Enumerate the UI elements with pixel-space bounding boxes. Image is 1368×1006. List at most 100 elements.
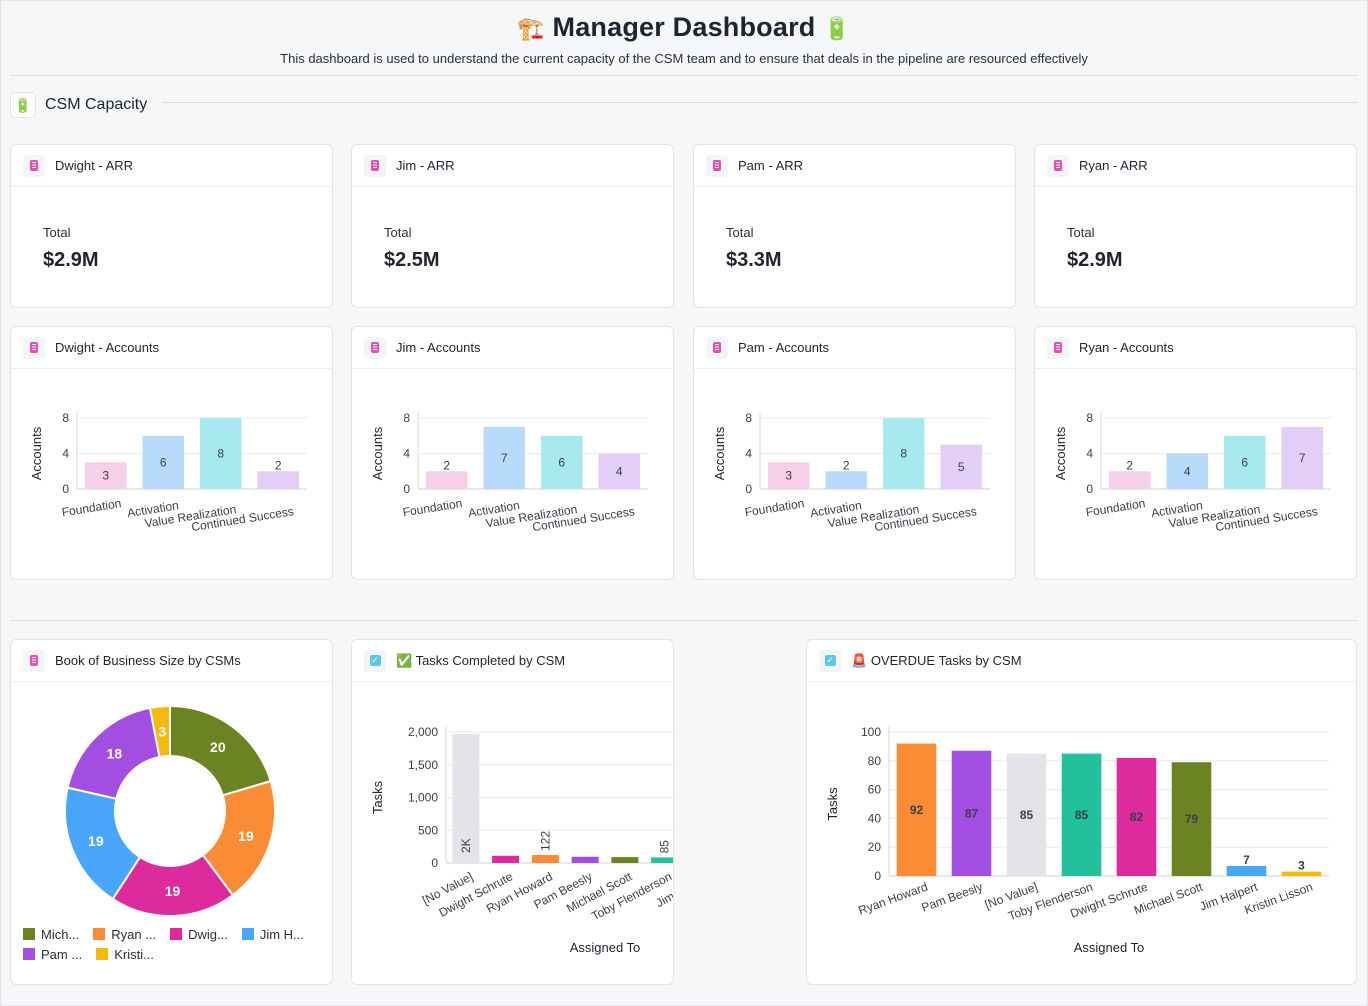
data-label: 85: [1020, 808, 1034, 822]
y-axis-title: Accounts: [712, 426, 727, 480]
card-title: ✅ Tasks Completed by CSM: [396, 653, 565, 669]
accounts-card[interactable]: Ryan - Accounts 0 4 8 2 Foundation 4 Activatio…: [1034, 326, 1357, 580]
accounts-card[interactable]: Pam - Accounts 0 4 8 3 Foundation 2 Activation…: [693, 326, 1016, 580]
card-header: ✓ 🚨 OVERDUE Tasks by CSM: [807, 640, 1356, 682]
legend-label: Ryan ...: [111, 926, 157, 942]
card-header: Book of Business Size by CSMs: [11, 640, 332, 682]
bar-foundation: [1109, 471, 1151, 489]
crane-icon: 🏗️: [517, 16, 545, 41]
y-tick-label: 0: [403, 482, 410, 496]
data-label: 5: [958, 460, 965, 474]
legend-item[interactable]: Mich...: [23, 924, 79, 944]
y-tick-label: 1,000: [408, 791, 438, 805]
slice-label: 19: [238, 828, 254, 844]
arr-card[interactable]: Ryan - ARR Total $2.9M: [1034, 144, 1357, 308]
bar-value-realization: [541, 435, 583, 489]
y-axis-title: Tasks: [825, 787, 840, 821]
table-icon: [1047, 154, 1069, 177]
page-title-text: Manager Dashboard: [552, 12, 816, 42]
legend-item[interactable]: Kristi...: [96, 944, 154, 964]
slice-label: 19: [165, 883, 181, 899]
legend-swatch: [241, 928, 254, 940]
slice-label: 3: [158, 723, 166, 739]
data-label: 7: [501, 451, 508, 465]
bar-pam-beesly: [951, 750, 992, 876]
table-icon: [364, 154, 386, 177]
table-icon: [706, 154, 728, 177]
metric-value: $2.9M: [43, 249, 99, 271]
section-title: CSM Capacity: [45, 96, 148, 113]
data-label: 79: [1185, 812, 1199, 826]
accounts-card[interactable]: Dwight - Accounts 0 4 8 3 Foundation 6 Activat…: [10, 326, 333, 580]
bar-michael-scott: [611, 857, 639, 863]
y-tick-label: 40: [868, 811, 882, 825]
accounts-card[interactable]: Jim - Accounts 0 4 8 2 Foundation 7 Activation…: [351, 326, 674, 580]
data-label: 85: [658, 840, 672, 854]
bar-pam-beesly: [571, 856, 599, 863]
data-label: 85: [1075, 808, 1089, 822]
legend-item[interactable]: Ryan ...: [93, 924, 156, 944]
card-title: Ryan - Accounts: [1079, 340, 1174, 355]
data-label: 2: [1126, 458, 1133, 472]
bar-value-realization: [200, 418, 242, 489]
card-header: Jim - Accounts: [352, 327, 673, 369]
data-label: 92: [910, 803, 924, 817]
x-tick-label: Foundation: [744, 496, 805, 519]
bar-value-realization: [883, 418, 925, 489]
y-tick-label: 80: [868, 754, 882, 768]
legend-label: Pam ...: [41, 946, 83, 962]
metric-label: Total: [1067, 225, 1095, 240]
y-tick-label: 20: [868, 840, 882, 854]
legend-swatch: [23, 928, 35, 940]
x-tick-label: Foundation: [402, 496, 463, 519]
book-of-business-card[interactable]: Book of Business Size by CSMs 20 19 19 19 18…: [10, 639, 333, 985]
bar-activation: [1166, 453, 1208, 489]
y-tick-label: 8: [403, 411, 410, 425]
data-label: 3: [1298, 859, 1305, 873]
table-icon: [1047, 336, 1069, 359]
siren-icon: 🚨: [851, 652, 868, 668]
checklist-icon: ✓: [819, 649, 841, 672]
x-tick-label: Foundation: [1085, 496, 1146, 519]
arr-card[interactable]: Dwight - ARR Total $2.9M: [10, 144, 333, 308]
y-tick-label: 0: [745, 482, 752, 496]
data-label: 7: [1243, 853, 1250, 867]
y-axis-title: Accounts: [370, 426, 385, 480]
metric-label: Total: [384, 225, 412, 240]
y-tick-label: 4: [1086, 447, 1093, 461]
y-tick-label: 500: [418, 823, 438, 837]
y-tick-label: 4: [745, 447, 752, 461]
card-title: Dwight - ARR: [55, 158, 134, 173]
metric-value: $2.5M: [384, 249, 440, 271]
card-title: 🚨 OVERDUE Tasks by CSM: [851, 653, 1022, 669]
legend-item[interactable]: Pam ...: [23, 944, 82, 964]
overdue-tasks-card[interactable]: ✓ 🚨 OVERDUE Tasks by CSM 0 20 40 60 80 100 92 R…: [806, 639, 1357, 985]
card-title: Dwight - Accounts: [55, 340, 160, 355]
check-mark-icon: ✅: [396, 652, 413, 668]
checklist-icon: ✓: [364, 649, 386, 672]
x-tick-label: Ryan Howard: [856, 880, 929, 918]
tasks-completed-card[interactable]: ✓ ✅ Tasks Completed by CSM 0 500 1,000 1,50…: [351, 639, 674, 985]
y-tick-label: 8: [1086, 411, 1093, 425]
legend-item[interactable]: Dwig...: [170, 924, 228, 944]
data-label: 87: [965, 806, 979, 820]
legend-label: Mich...: [41, 926, 80, 942]
metric-label: Total: [43, 225, 71, 240]
data-label: 6: [160, 455, 167, 469]
chart-legend: Mich... Ryan ... Dwig... Jim H... Pam ... Kri…: [23, 924, 323, 964]
legend-item[interactable]: Jim H...: [241, 924, 304, 944]
bar-foundation: [85, 462, 127, 489]
table-icon: [23, 336, 45, 359]
y-tick-label: 4: [62, 447, 69, 461]
y-axis-title: Accounts: [1053, 426, 1068, 480]
bar-continued-success: [940, 444, 982, 489]
slice-label: 19: [88, 833, 104, 849]
arr-card[interactable]: Jim - ARR Total $2.5M: [351, 144, 674, 308]
data-label: 2: [443, 458, 450, 472]
bar-continued-success: [1281, 426, 1323, 489]
arr-card[interactable]: Pam - ARR Total $3.3M: [693, 144, 1016, 308]
section-header[interactable]: 🔋 CSM Capacity: [10, 92, 147, 118]
